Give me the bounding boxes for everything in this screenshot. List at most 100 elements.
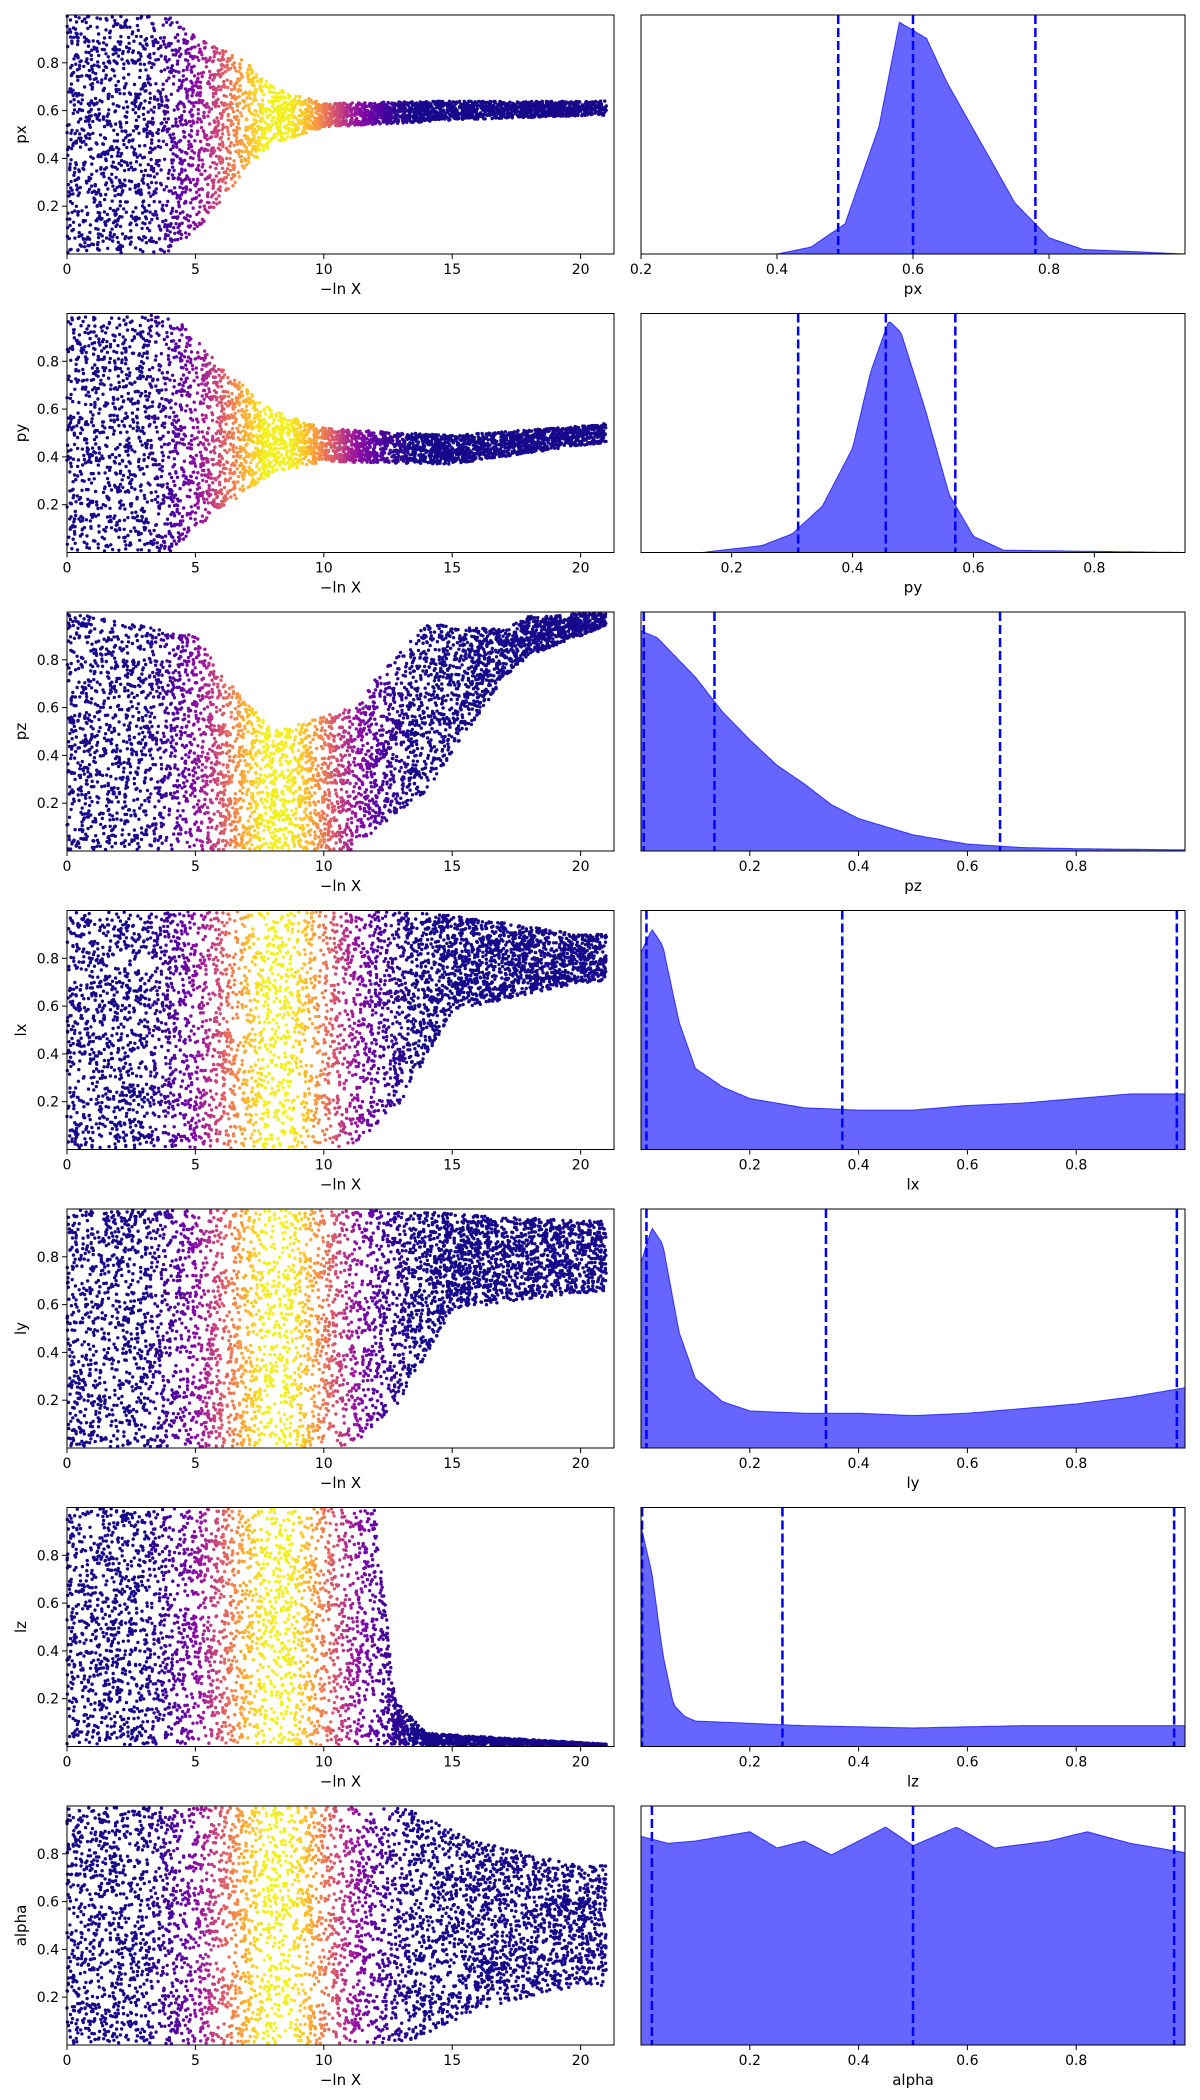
scatter-points-bin-16 xyxy=(229,910,326,1138)
y-tick-label: 0.2 xyxy=(37,796,59,812)
scatter-points-bin-1 xyxy=(146,1507,409,1747)
density-area xyxy=(641,321,1185,553)
scatter-points-bin-6 xyxy=(190,357,365,527)
density-area xyxy=(640,929,1186,1150)
x-tick-label: 0.2 xyxy=(739,859,761,875)
scatter-points-bin-16 xyxy=(229,378,326,497)
x-axis-label: −ln X xyxy=(320,1773,361,1791)
scatter-points-bin-3 xyxy=(171,910,384,1148)
scatter-frame xyxy=(66,1507,615,1747)
scatter-points-bin-12 xyxy=(215,1509,340,1745)
scatter-points-bin-4 xyxy=(178,913,377,1143)
scatter-points-bin-21 xyxy=(249,1806,306,2044)
x-axis-label: ly xyxy=(906,1474,919,1492)
scatter-frame xyxy=(66,1805,615,2046)
x-tick-label: 0 xyxy=(63,1158,72,1174)
y-tick-label: 0.6 xyxy=(37,999,59,1015)
scatter-points-bin-5 xyxy=(185,1807,371,2045)
density-frame xyxy=(640,910,1186,1150)
scatter-points-bin-8 xyxy=(199,647,356,852)
y-tick-label: 0.8 xyxy=(37,354,59,370)
scatter-frame xyxy=(66,14,615,255)
scatter-points-bin-16 xyxy=(229,1813,326,2039)
y-axis-label: pz xyxy=(12,723,30,741)
density-panel-px: 0.2 0.4 0.6 0.8 px xyxy=(630,14,1186,298)
x-tick-label: 0.4 xyxy=(847,1755,869,1771)
x-tick-label: 0 xyxy=(63,859,72,875)
scatter-points-bin-1 xyxy=(146,15,409,254)
scatter-points-bin-8 xyxy=(199,1512,356,1733)
scatter-points-bin-8 xyxy=(199,1211,356,1449)
density-area xyxy=(640,1227,1186,1449)
x-tick-label: 0.8 xyxy=(1065,1158,1087,1174)
y-axis-label: ly xyxy=(12,1322,30,1335)
y-tick-label: 0.4 xyxy=(37,1047,59,1063)
y-tick-label: 0.6 xyxy=(37,104,59,120)
scatter-points-bin-22 xyxy=(254,1212,301,1446)
scatter-points-bin-0 xyxy=(65,611,608,852)
scatter-points-bin-15 xyxy=(226,375,329,499)
scatter-points-bin-16 xyxy=(229,1209,326,1448)
x-tick-label: 0 xyxy=(63,561,72,577)
scatter-points-bin-5 xyxy=(185,633,371,849)
x-tick-label: 15 xyxy=(443,262,461,278)
scatter-points-bin-23 xyxy=(261,1507,295,1745)
scatter-points-bin-10 xyxy=(208,1511,348,1738)
density-area xyxy=(640,630,1186,852)
y-tick-label: 0.2 xyxy=(37,199,59,215)
y-tick-label: 0.8 xyxy=(37,56,59,72)
x-tick-label: 0.2 xyxy=(739,1158,761,1174)
y-tick-label: 0.8 xyxy=(37,1250,59,1266)
scatter-points-bin-11 xyxy=(211,669,344,851)
y-tick-label: 0.2 xyxy=(37,498,59,514)
x-tick-label: 0.4 xyxy=(847,1456,869,1472)
scatter-points-bin-17 xyxy=(233,382,322,501)
scatter-points-bin-9 xyxy=(204,1806,351,2045)
y-axis-label: px xyxy=(12,125,30,144)
y-tick-label: 0.6 xyxy=(37,1596,59,1612)
scatter-points-bin-7 xyxy=(195,342,360,524)
scatter-points-bin-2 xyxy=(161,1514,394,1746)
scatter-points-bin-21 xyxy=(249,392,306,487)
scatter-points-bin-23 xyxy=(261,911,294,1150)
scatter-points-bin-22 xyxy=(254,1806,301,2043)
x-tick-label: 10 xyxy=(315,1755,333,1771)
x-tick-label: 10 xyxy=(315,1158,333,1174)
y-tick-label: 0.4 xyxy=(37,748,59,764)
scatter-points-bin-11 xyxy=(211,1213,344,1448)
scatter-points-bin-21 xyxy=(249,913,306,1148)
scatter-points-bin-0 xyxy=(65,315,608,553)
x-axis-label: lz xyxy=(907,1773,919,1791)
y-tick-label: 0.4 xyxy=(37,151,59,167)
scatter-points-bin-14 xyxy=(222,49,333,192)
scatter-points-bin-13 xyxy=(219,1806,336,2045)
scatter-points-bin-14 xyxy=(222,1810,333,2038)
y-axis-label: alpha xyxy=(12,1905,30,1947)
x-tick-label: 0.6 xyxy=(956,859,978,875)
x-tick-label: 5 xyxy=(191,262,200,278)
scatter-panel-ly: 0 5 10 15 20 0.2 0.4 0.6 0.8 −ln X ly xyxy=(12,1208,615,1492)
scatter-points-bin-13 xyxy=(219,49,336,183)
x-tick-label: 15 xyxy=(443,2053,461,2069)
scatter-points-bin-16 xyxy=(229,1507,326,1747)
x-tick-label: 0.8 xyxy=(1038,262,1060,278)
density-frame xyxy=(640,1507,1186,1747)
scatter-points-bin-9 xyxy=(204,352,351,520)
x-axis-label: −ln X xyxy=(320,1474,361,1492)
scatter-points-bin-15 xyxy=(226,1220,329,1437)
y-tick-label: 0.4 xyxy=(37,1644,59,1660)
scatter-points-bin-2 xyxy=(161,16,394,254)
scatter-panel-lz: 0 5 10 15 20 0.2 0.4 0.6 0.8 −ln X lz xyxy=(12,1507,615,1791)
x-tick-label: 0.4 xyxy=(847,2053,869,2069)
scatter-points-bin-10 xyxy=(208,1809,348,2042)
scatter-points-bin-2 xyxy=(161,317,394,553)
scatter-points-bin-10 xyxy=(208,1209,347,1447)
scatter-points-bin-4 xyxy=(178,1812,377,2045)
scatter-points-bin-4 xyxy=(178,1209,377,1446)
scatter-points-bin-17 xyxy=(233,1212,322,1446)
x-tick-label: 0.6 xyxy=(956,1456,978,1472)
scatter-panel-pz: 0 5 10 15 20 0.2 0.4 0.6 0.8 −ln X pz xyxy=(12,611,615,895)
scatter-points-bin-20 xyxy=(244,704,311,851)
scatter-points-bin-18 xyxy=(236,694,319,851)
scatter-points-bin-6 xyxy=(190,635,365,847)
